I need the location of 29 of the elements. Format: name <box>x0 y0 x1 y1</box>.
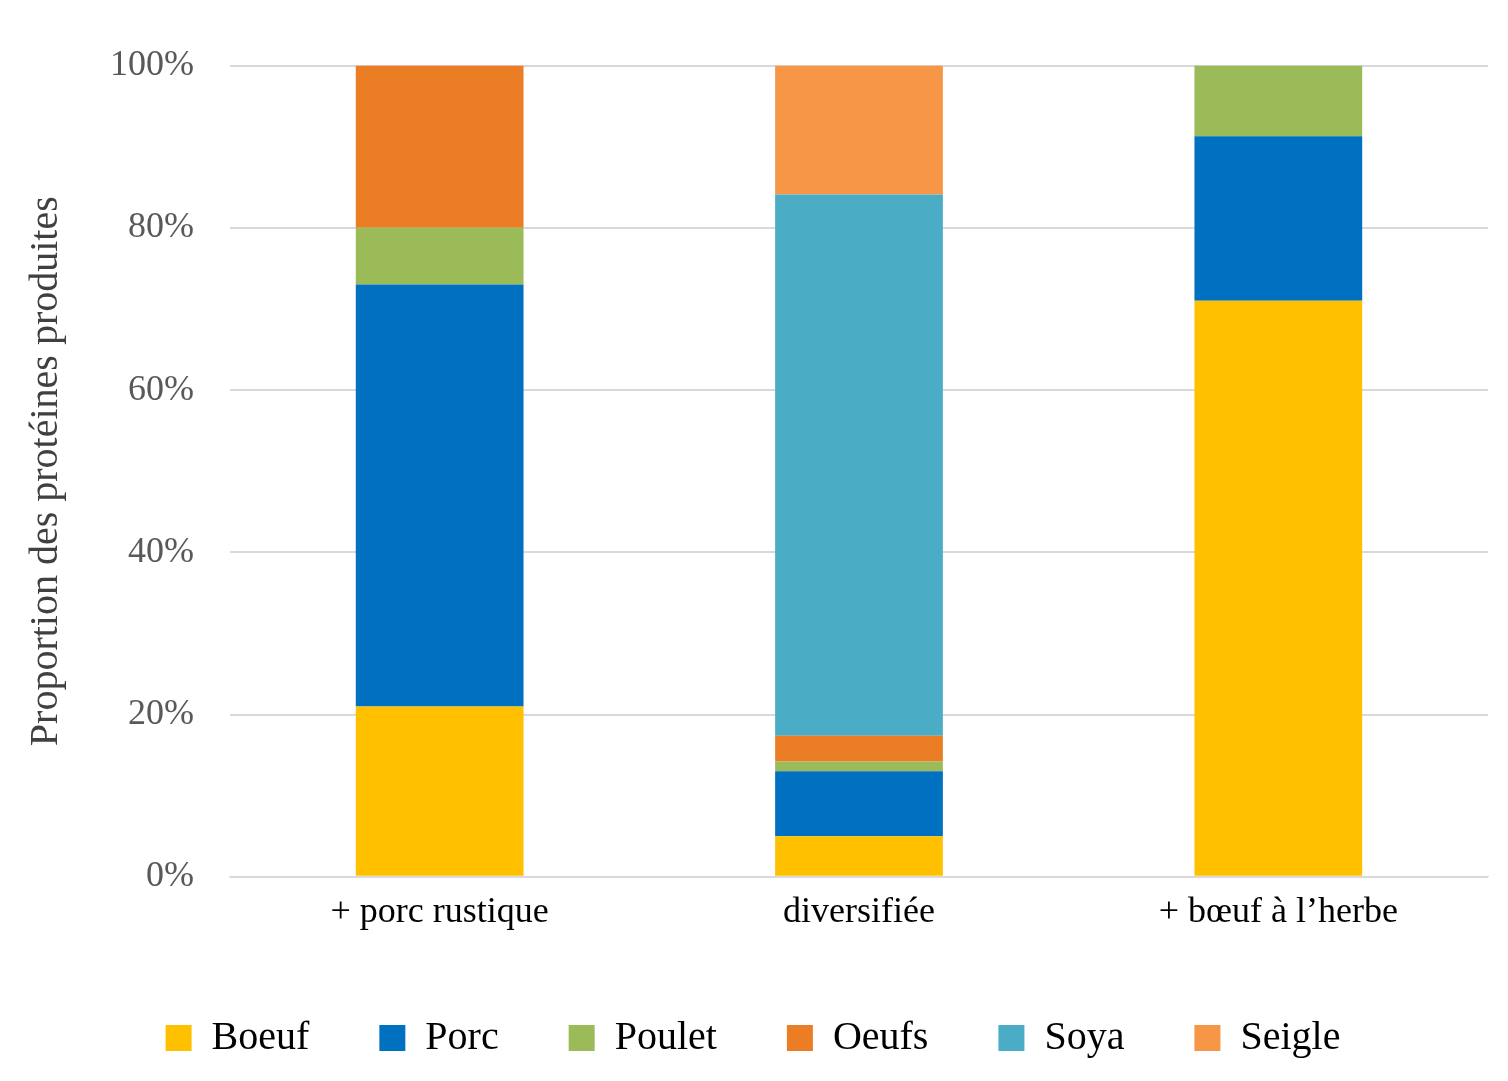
y-tick-label: 80% <box>127 205 194 246</box>
bar <box>1194 136 1363 301</box>
y-tick-label: 20% <box>127 692 194 733</box>
bar <box>1194 300 1363 876</box>
bar <box>355 227 524 285</box>
x-tick-label: + porc rustique <box>330 889 549 930</box>
bar <box>775 836 943 876</box>
bar <box>775 735 943 762</box>
x-tick-label: diversifiée <box>783 889 935 930</box>
legend-label: Poulet <box>614 1012 717 1058</box>
bar <box>355 65 524 228</box>
bar <box>775 194 943 736</box>
y-tick-label: 0% <box>145 854 194 895</box>
legend-label: Boeuf <box>211 1012 311 1058</box>
bar <box>1194 65 1363 137</box>
x-tick-label: + bœuf à l’herbe <box>1158 889 1398 930</box>
bar <box>775 761 943 772</box>
bar <box>355 284 524 707</box>
legend-label: Seigle <box>1240 1012 1341 1058</box>
legend-label: Porc <box>425 1012 499 1058</box>
y-axis-title: Proportion des protéines produites <box>20 196 66 747</box>
bar <box>775 771 943 837</box>
bar <box>355 706 524 876</box>
y-tick-label: 40% <box>127 529 194 570</box>
y-tick-label: 60% <box>127 367 194 408</box>
y-tick-label: 100% <box>109 43 194 84</box>
bar <box>775 65 943 195</box>
legend-label: Soya <box>1044 1012 1125 1058</box>
legend-label: Oeufs <box>832 1012 929 1058</box>
